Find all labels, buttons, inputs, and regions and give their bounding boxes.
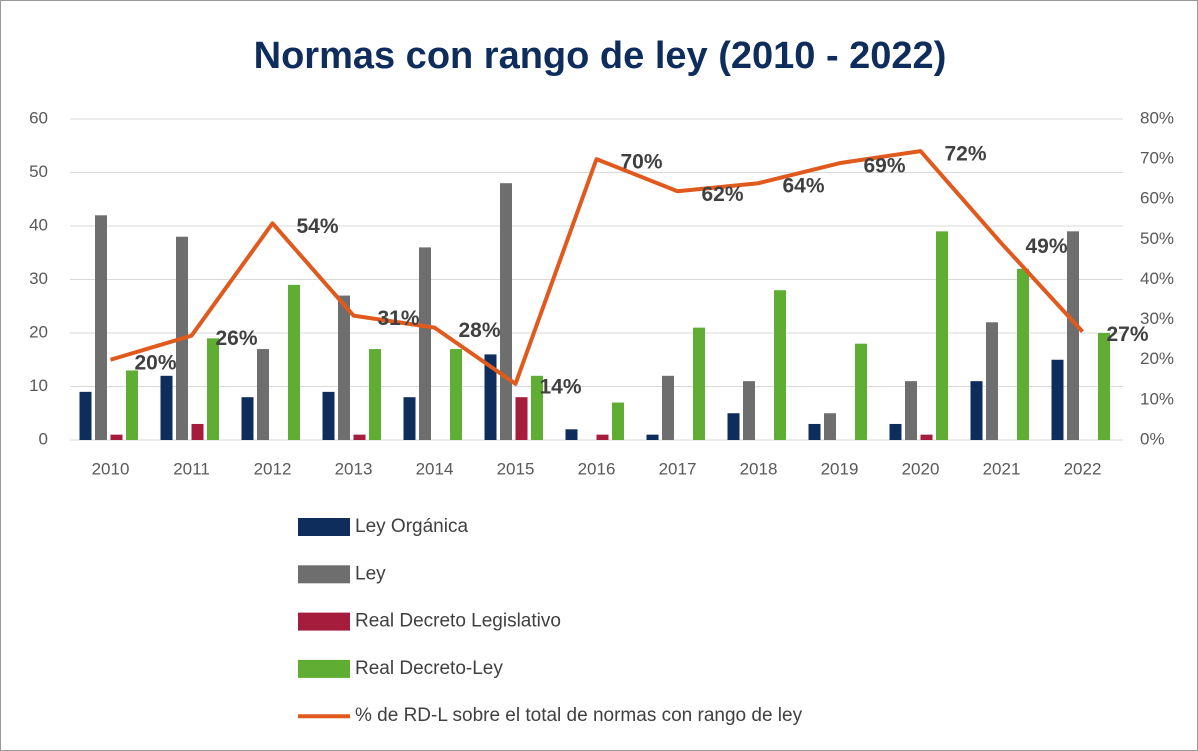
bar [727, 413, 740, 440]
bar [191, 423, 204, 440]
y2-tick-label: 0% [1140, 429, 1165, 448]
bar [1098, 333, 1110, 440]
y-tick-label: 40 [29, 215, 48, 234]
bar [986, 322, 998, 440]
y-tick-label: 20 [29, 322, 48, 341]
x-tick-label: 2018 [740, 459, 778, 478]
bar [612, 402, 624, 440]
bar [403, 397, 416, 440]
bar [1067, 231, 1079, 440]
legend-swatch [298, 659, 350, 678]
data-label: 14% [540, 375, 582, 398]
legend-label: Real Decreto Legislativo [355, 611, 561, 632]
y2-tick-label: 60% [1140, 189, 1174, 208]
bar [484, 354, 497, 440]
bar [1051, 359, 1064, 440]
data-label: 70% [621, 151, 663, 174]
x-tick-label: 2011 [173, 459, 210, 478]
bar [1017, 268, 1029, 440]
x-tick-label: 2013 [335, 459, 373, 478]
bar [338, 295, 350, 440]
bar [288, 284, 300, 440]
x-tick-label: 2019 [821, 459, 859, 478]
bar [257, 349, 269, 440]
data-label: 31% [378, 307, 420, 330]
bar [79, 391, 92, 440]
bar [353, 434, 366, 440]
x-tick-label: 2020 [902, 459, 940, 478]
bar [646, 434, 659, 440]
y2-tick-label: 50% [1140, 229, 1174, 248]
bar [662, 375, 674, 440]
bar [905, 381, 917, 440]
bar [855, 343, 867, 440]
bar [824, 413, 836, 440]
legend-label: % de RD-L sobre el total de normas con r… [355, 705, 803, 726]
bar [126, 370, 138, 440]
bar [889, 423, 902, 440]
bar [531, 375, 543, 440]
y-tick-label: 10 [29, 376, 48, 395]
y-tick-label: 50 [29, 162, 48, 181]
bar [936, 231, 948, 440]
y2-tick-label: 40% [1140, 269, 1174, 288]
bar [596, 434, 609, 440]
legend-swatch [298, 612, 350, 631]
data-label: 20% [135, 351, 177, 374]
data-label: 27% [1107, 323, 1149, 346]
data-label: 64% [783, 175, 825, 198]
bar [515, 397, 528, 440]
y-tick-label: 60 [29, 108, 48, 127]
data-label: 69% [864, 155, 906, 178]
x-tick-label: 2021 [983, 459, 1021, 478]
bar [369, 349, 381, 440]
y2-tick-label: 20% [1140, 349, 1174, 368]
bar [110, 434, 123, 440]
bar [920, 434, 933, 440]
data-label: 28% [459, 319, 501, 342]
bar [322, 391, 335, 440]
data-label: 62% [702, 183, 744, 206]
x-tick-label: 2016 [578, 459, 616, 478]
bar [970, 381, 983, 440]
bar [207, 338, 219, 440]
bar [500, 183, 512, 440]
data-label: 49% [1026, 235, 1068, 258]
x-tick-label: 2010 [92, 459, 130, 478]
legend-swatch [298, 518, 350, 536]
x-tick-label: 2015 [497, 459, 535, 478]
data-label: 54% [297, 215, 339, 238]
bar [241, 397, 254, 440]
bar [565, 429, 578, 440]
bar [774, 290, 786, 440]
y2-tick-label: 30% [1140, 309, 1174, 328]
data-label: 26% [216, 327, 258, 350]
bar [95, 215, 107, 440]
bar [419, 247, 431, 440]
x-tick-label: 2017 [659, 459, 697, 478]
bar [450, 349, 462, 440]
legend-label: Real Decreto-Ley [355, 658, 503, 679]
x-tick-label: 2022 [1064, 459, 1102, 478]
y2-tick-label: 80% [1140, 108, 1174, 127]
x-tick-label: 2014 [416, 459, 454, 478]
y2-tick-label: 10% [1140, 389, 1174, 408]
data-label: 72% [945, 143, 987, 166]
y-tick-label: 30 [29, 269, 48, 288]
bar [808, 423, 821, 440]
chart-title: Normas con rango de ley (2010 - 2022) [254, 35, 947, 77]
y2-tick-label: 70% [1140, 149, 1174, 168]
bar [693, 327, 705, 440]
line [109, 149, 1084, 386]
bar [160, 375, 173, 440]
x-tick-label: 2012 [254, 459, 292, 478]
y-tick-label: 0 [39, 429, 48, 448]
legend-label: Ley Orgánica [355, 516, 468, 537]
bar [743, 381, 755, 440]
legend-label: Ley [355, 563, 386, 584]
legend-swatch [298, 565, 350, 584]
